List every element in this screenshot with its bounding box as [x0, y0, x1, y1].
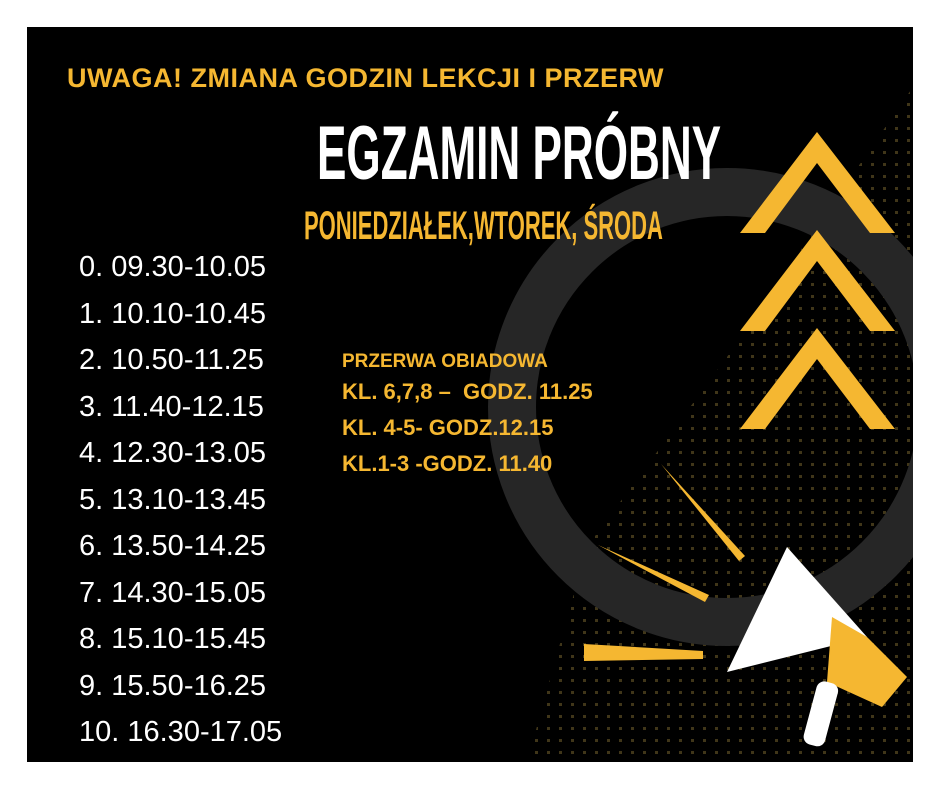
days-subtitle: PONIEDZIAŁEK,WTOREK, ŚRODA [304, 204, 663, 248]
list-item: 9. 15.50-16.25 [79, 669, 267, 702]
ray-shape [584, 644, 703, 661]
lunch-break-info: PRZERWA OBIADOWA KL. 6,7,8 – GODZ. 11.25… [342, 351, 593, 487]
list-item: 4. 12.30-13.05 [79, 437, 267, 469]
decoration [488, 87, 913, 762]
ray-shape [598, 545, 709, 602]
arc-shape [488, 168, 913, 646]
chevron-up-icon [740, 132, 895, 233]
list-item: 0. 09.30-10.05 [79, 251, 267, 283]
list-item: 1. 10.10-10.45 [79, 297, 267, 330]
list-item: 5. 13.10-13.45 [79, 483, 267, 516]
ray-shape [661, 464, 745, 561]
chevron-up-icon [740, 328, 895, 429]
list-item: 6. 13.50-14.25 [79, 530, 267, 562]
megaphone-icon [727, 547, 907, 747]
lunch-row: KL. 6,7,8 – GODZ. 11.25 [342, 379, 593, 404]
page-title: EGZAMIN PRÓBNY [317, 111, 722, 196]
lunch-heading: PRZERWA OBIADOWA [342, 351, 548, 372]
lunch-row: KL. 4-5- GODZ.12.15 [342, 415, 554, 440]
headline: UWAGA! ZMIANA GODZIN LEKCJI I PRZERW [67, 63, 664, 93]
list-item: 10. 16.30-17.05 [79, 716, 283, 748]
list-item: 2. 10.50-11.25 [79, 344, 264, 376]
poster: UWAGA! ZMIANA GODZIN LEKCJI I PRZERW EGZ… [27, 27, 913, 762]
list-item: 7. 14.30-15.05 [79, 576, 267, 609]
lunch-row: KL.1-3 -GODZ. 11.40 [342, 451, 553, 476]
lesson-times-list: 0. 09.30-10.05 1. 10.10-10.45 2. 10.50-1… [79, 249, 282, 761]
list-item: 3. 11.40-12.15 [79, 390, 264, 423]
chevron-up-icon [740, 230, 895, 331]
list-item: 8. 15.10-15.45 [79, 623, 267, 655]
